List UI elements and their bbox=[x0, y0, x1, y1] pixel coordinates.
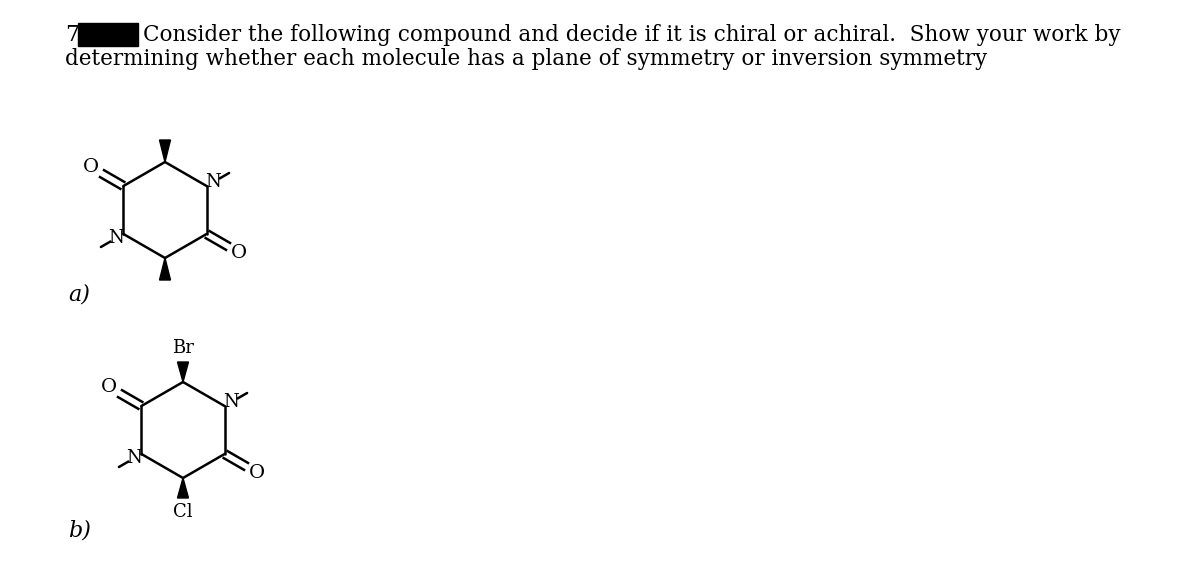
Text: a): a) bbox=[68, 284, 90, 306]
Text: Consider the following compound and decide if it is chiral or achiral.  Show you: Consider the following compound and deci… bbox=[143, 24, 1121, 46]
Text: N: N bbox=[205, 173, 221, 191]
Text: determining whether each molecule has a plane of symmetry or inversion symmetry: determining whether each molecule has a … bbox=[65, 48, 988, 70]
Text: N: N bbox=[223, 393, 239, 411]
FancyBboxPatch shape bbox=[78, 23, 138, 46]
Text: b): b) bbox=[68, 519, 91, 541]
Polygon shape bbox=[160, 140, 170, 162]
Text: Cl: Cl bbox=[173, 503, 193, 521]
Text: 7: 7 bbox=[65, 24, 79, 46]
Text: O: O bbox=[83, 158, 100, 177]
Polygon shape bbox=[178, 478, 188, 498]
Text: N: N bbox=[127, 449, 143, 467]
Polygon shape bbox=[160, 258, 170, 280]
Text: O: O bbox=[248, 464, 265, 481]
Text: O: O bbox=[230, 244, 247, 261]
Text: N: N bbox=[109, 229, 125, 247]
Text: O: O bbox=[101, 379, 118, 396]
Polygon shape bbox=[178, 362, 188, 382]
Text: Br: Br bbox=[172, 339, 194, 357]
